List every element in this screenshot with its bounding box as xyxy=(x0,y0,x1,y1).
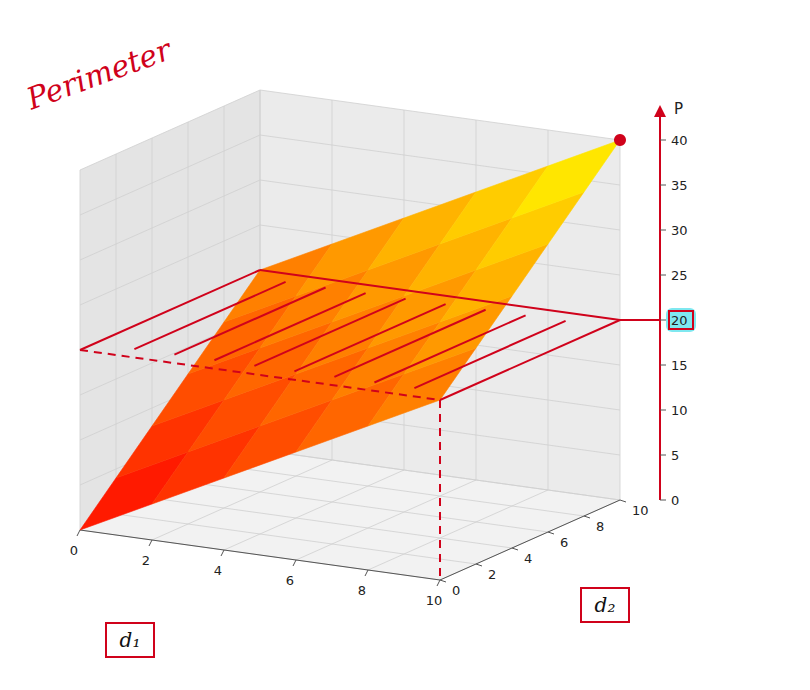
svg-text:5: 5 xyxy=(671,448,679,463)
svg-text:0: 0 xyxy=(671,493,679,508)
svg-text:8: 8 xyxy=(596,519,604,534)
svg-text:8: 8 xyxy=(358,583,366,598)
svg-text:6: 6 xyxy=(560,535,568,550)
svg-text:2: 2 xyxy=(488,567,496,582)
svg-text:4: 4 xyxy=(524,551,532,566)
svg-text:d₁: d₁ xyxy=(120,628,141,652)
svg-text:d₂: d₂ xyxy=(595,593,616,617)
svg-text:10: 10 xyxy=(671,403,688,418)
svg-text:40: 40 xyxy=(671,133,688,148)
svg-text:0: 0 xyxy=(452,583,460,598)
svg-text:25: 25 xyxy=(671,268,688,283)
svg-text:2: 2 xyxy=(142,553,150,568)
svg-text:6: 6 xyxy=(286,573,294,588)
svg-text:15: 15 xyxy=(671,358,688,373)
svg-text:P: P xyxy=(674,100,683,118)
svg-text:Perimeter: Perimeter xyxy=(21,31,177,117)
svg-text:10: 10 xyxy=(426,593,443,608)
svg-text:30: 30 xyxy=(671,223,688,238)
svg-text:35: 35 xyxy=(671,178,688,193)
svg-text:10: 10 xyxy=(632,503,649,518)
svg-text:20: 20 xyxy=(671,313,688,328)
svg-text:0: 0 xyxy=(70,543,78,558)
svg-text:4: 4 xyxy=(214,563,222,578)
